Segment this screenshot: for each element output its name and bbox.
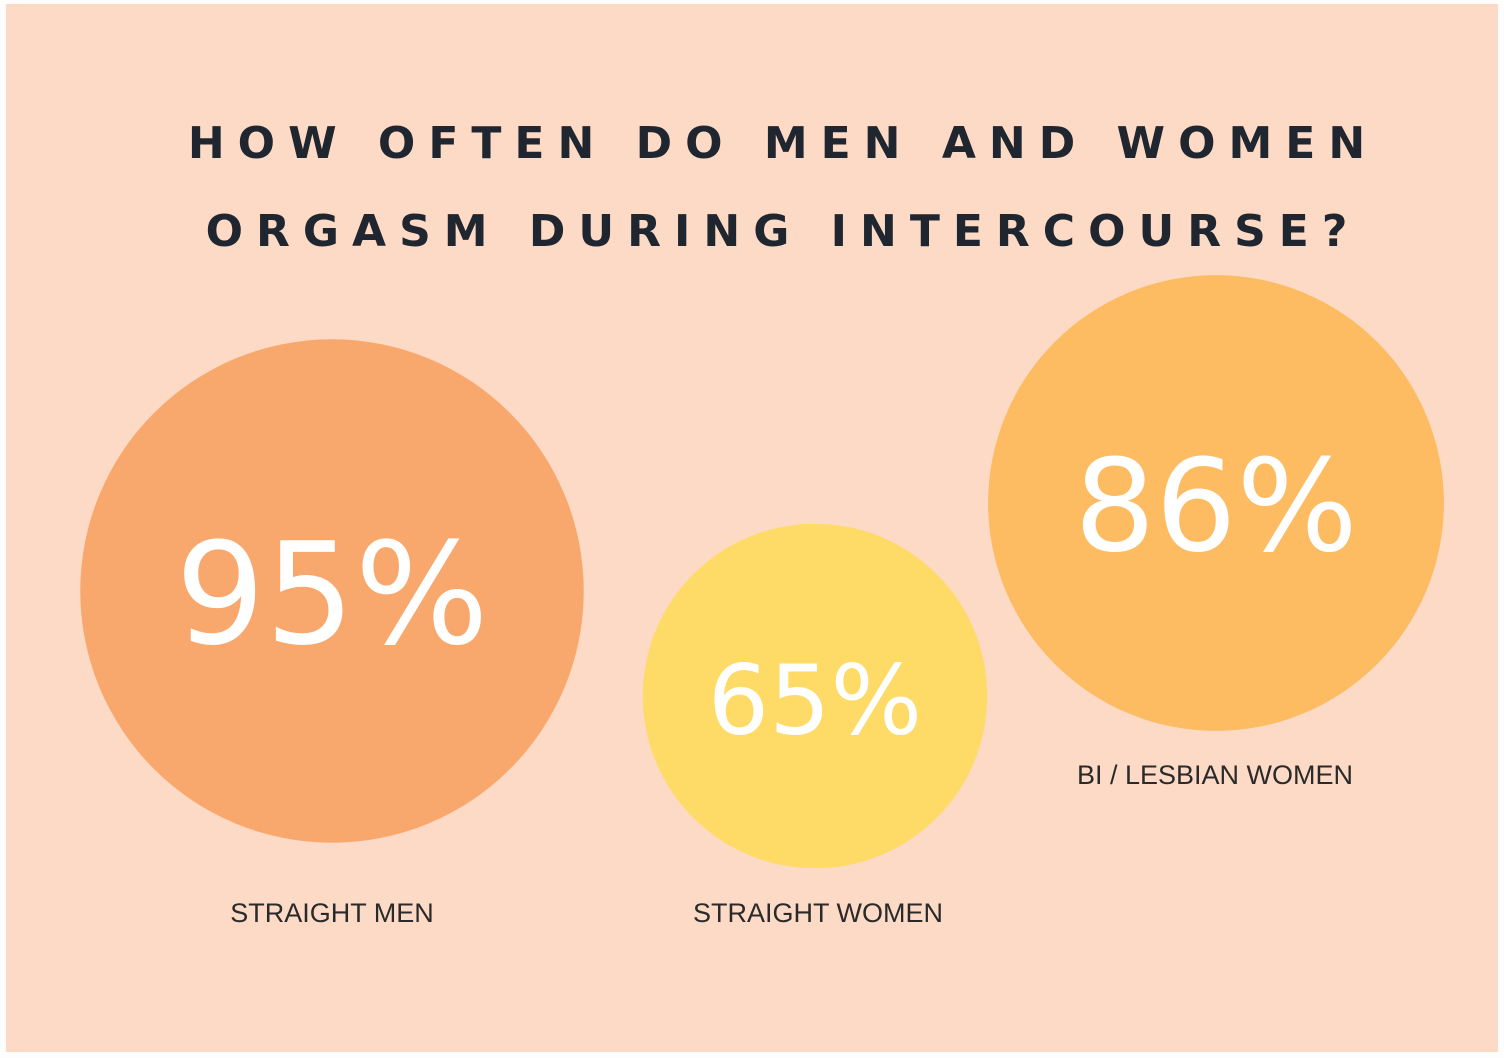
value-label: 65% xyxy=(708,644,923,757)
category-label: STRAIGHT WOMEN xyxy=(693,898,943,928)
category-label: BI / LESBIAN WOMEN xyxy=(1077,760,1353,790)
chart-title: HOW OFTEN DO MEN AND WOMEN ORGASM DURING… xyxy=(187,118,1379,257)
bubble xyxy=(80,339,584,843)
value-label: 95% xyxy=(175,513,488,677)
bubble xyxy=(642,523,988,869)
value-label: 86% xyxy=(1074,433,1358,581)
category-label: STRAIGHT MEN xyxy=(230,898,434,928)
bubble xyxy=(988,275,1444,731)
